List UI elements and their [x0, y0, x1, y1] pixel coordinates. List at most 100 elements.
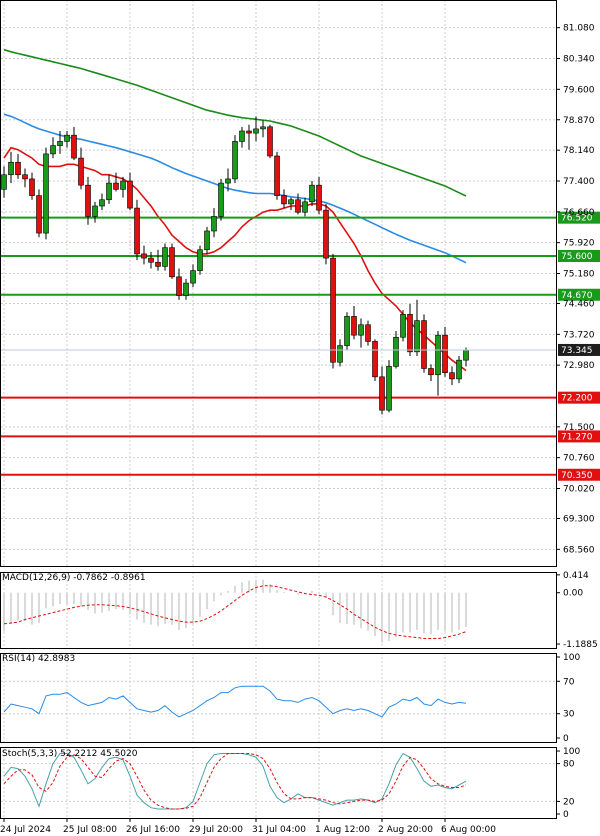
panel-frame: [0, 0, 557, 567]
candle-body: [134, 207, 140, 255]
price-tick-label: 71.500: [563, 423, 595, 433]
candle-body: [127, 180, 133, 209]
price-level-tag: [558, 391, 600, 404]
macd-tick-label: 0.00: [563, 589, 583, 599]
candle-body: [288, 199, 294, 205]
candle-body: [260, 126, 266, 130]
price-scale: 81.080 80.340 79.600 78.870 78.140 77.400 76.6…: [556, 24, 595, 555]
candle-body: [99, 199, 105, 207]
price-level-tag: [558, 468, 600, 481]
price-levels: 76.520 75.600 74.670 72.200 71.270 70.350: [0, 211, 600, 481]
stoch-series: [3, 752, 467, 810]
candle-body: [176, 276, 182, 296]
price-tick-label: 78.870: [563, 116, 595, 126]
time-tick-label: 2 Aug 20:00: [378, 825, 433, 835]
time-tick-label: 6 Aug 00:00: [441, 825, 496, 835]
candle-body: [211, 216, 217, 232]
candle-body: [43, 153, 49, 234]
current-price-tag: [558, 343, 600, 356]
candle-body: [148, 257, 154, 263]
moving-average-line: [3, 113, 467, 264]
time-tick-label: 24 Jul 2024: [0, 825, 51, 835]
candle-body: [379, 376, 385, 411]
macd-tick-label: 0.414: [563, 571, 589, 581]
candle-body: [92, 205, 98, 217]
stoch-scale: 100 80 20 0: [556, 747, 580, 820]
price-level-label: 70.350: [561, 471, 593, 481]
price-level-label: 72.200: [561, 394, 593, 404]
candle-body: [71, 134, 77, 159]
candle-body: [428, 368, 434, 376]
price-tick-label: 69.300: [563, 515, 595, 525]
macd-series: [3, 579, 467, 643]
panel-frames: [0, 0, 557, 819]
candle-body: [295, 199, 301, 213]
candle-body: [141, 253, 147, 259]
candle-body: [15, 161, 21, 176]
price-tick-label: 78.140: [563, 146, 595, 156]
price-tick-label: 74.460: [563, 300, 595, 310]
candle-body: [435, 334, 441, 376]
time-axis: 24 Jul 2024 25 Jul 08:00 26 Jul 16:00 29 Ju…: [0, 818, 496, 835]
price-level-tag: [558, 288, 600, 301]
candle-body: [372, 341, 378, 378]
price-tick-label: 73.720: [563, 330, 595, 340]
current-price-marker: 73.345: [0, 343, 600, 356]
candle-body: [400, 314, 406, 338]
stoch-tick-label: 20: [563, 797, 575, 807]
candle-body: [449, 372, 455, 380]
rsi-panel: RSI(14) 42.8983 100 70 30 0: [1, 653, 580, 744]
candle-body: [225, 178, 231, 184]
candle-body: [344, 316, 350, 346]
candle-body: [85, 184, 91, 217]
price-panel[interactable]: 76.520 75.600 74.670 72.200 71.270 70.350 81.…: [0, 0, 600, 818]
price-level-label: 74.670: [561, 291, 593, 301]
candle-body: [106, 182, 112, 201]
candle-body: [64, 134, 70, 142]
candle-body: [281, 195, 287, 205]
price-tick-label: 75.920: [563, 239, 595, 249]
candle-body: [36, 195, 42, 234]
candle-body: [218, 182, 224, 217]
candle-body: [442, 334, 448, 373]
candle-body: [463, 349, 469, 361]
candle-body: [57, 141, 63, 146]
price-level-tag: [558, 430, 600, 443]
candle-body: [29, 178, 35, 196]
rsi-line: [3, 685, 467, 718]
price-tick-label: 72.980: [563, 361, 595, 371]
current-price-label: 73.345: [561, 346, 593, 356]
candle-body: [309, 184, 315, 203]
candle-body: [253, 128, 259, 134]
candle-body: [330, 257, 336, 363]
candle-body: [204, 230, 210, 251]
candle-body: [120, 180, 126, 190]
candle-body: [337, 345, 343, 363]
stoch-d-line: [3, 753, 467, 810]
macd-title: MACD(12,26,9) -0.7862 -0.8961: [2, 573, 146, 583]
panel-frame: [0, 747, 557, 819]
price-tick-label: 81.080: [563, 24, 595, 34]
stoch-title: Stoch(5,3,3) 52.2212 45.5020: [2, 749, 138, 759]
price-tick-label: 76.660: [563, 208, 595, 218]
rsi-series: [3, 685, 467, 718]
panel-frame: [0, 653, 557, 743]
candles: [1, 116, 469, 415]
candle-body: [78, 157, 84, 186]
time-tick-label: 31 Jul 04:00: [252, 825, 306, 835]
candle-body: [239, 130, 245, 142]
rsi-tick-label: 30: [563, 710, 575, 720]
candle-body: [274, 155, 280, 196]
candle-body: [351, 316, 357, 336]
candle-body: [414, 320, 420, 353]
time-tick-label: 1 Aug 12:00: [315, 825, 370, 835]
stoch-k-line: [3, 752, 467, 810]
candle-body: [113, 182, 119, 190]
candle-body: [393, 336, 399, 367]
candle-body: [169, 247, 175, 278]
candle-body: [302, 201, 308, 213]
candle-body: [316, 184, 322, 211]
candle-body: [246, 130, 252, 134]
price-tick-label: 77.400: [563, 177, 595, 187]
